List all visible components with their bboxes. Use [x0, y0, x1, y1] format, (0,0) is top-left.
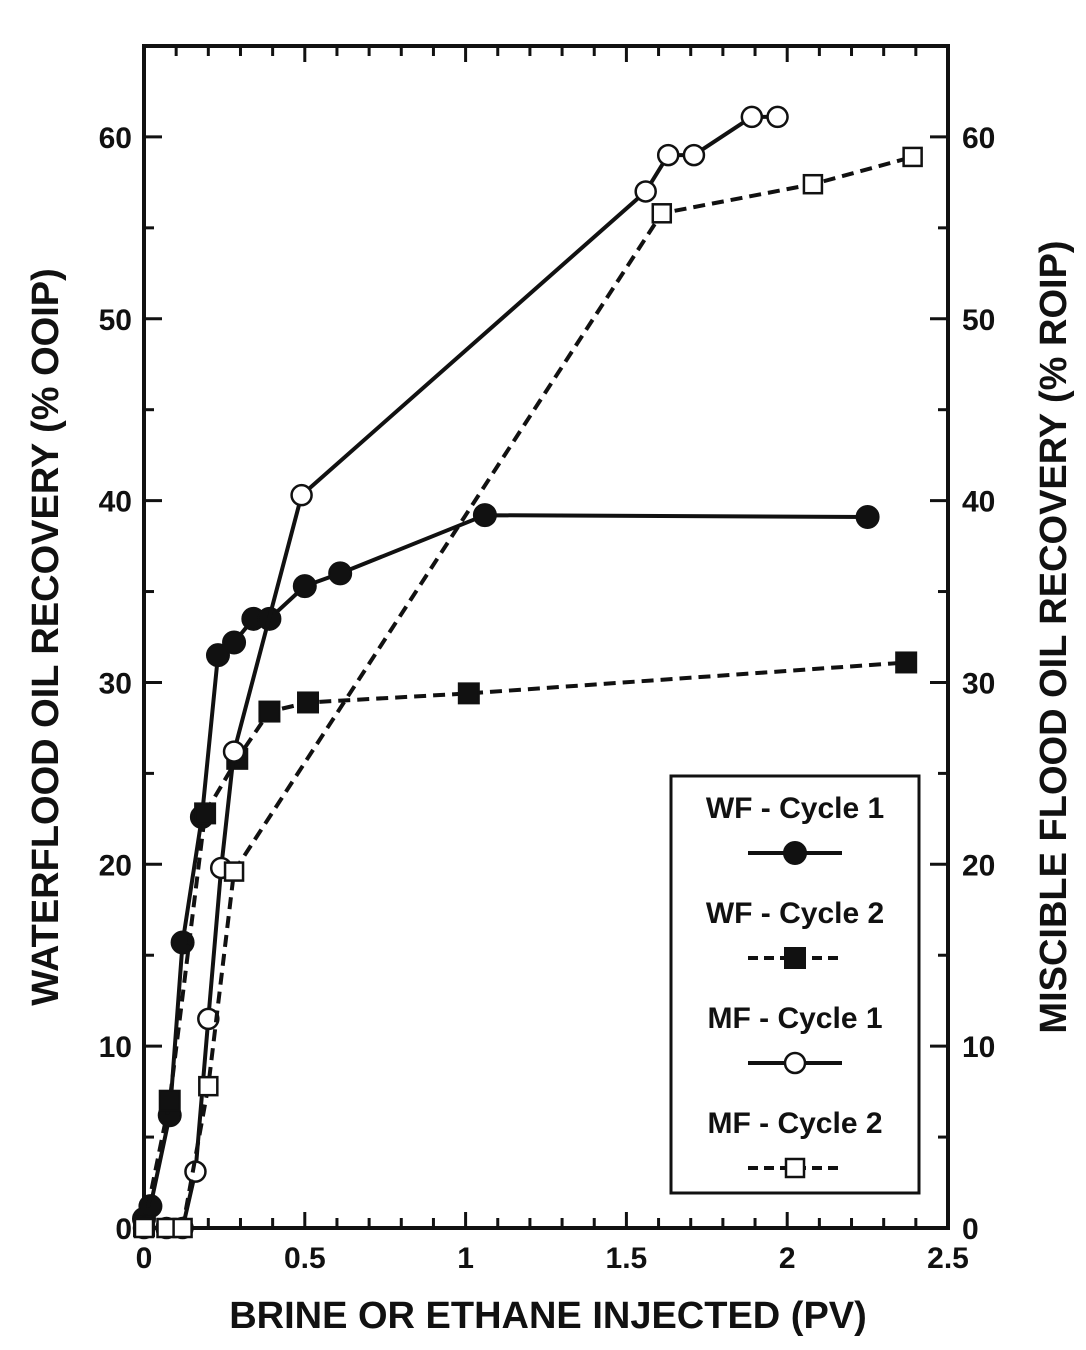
plot-frame	[142, 44, 950, 1230]
y-tick-label: 60	[99, 122, 132, 155]
data-point	[258, 700, 281, 723]
legend-label: WF - Cycle 2	[706, 897, 884, 930]
y2-tick-label: 20	[962, 849, 995, 882]
data-point	[855, 504, 880, 529]
data-point	[194, 802, 217, 825]
y-tick-label: 40	[99, 486, 132, 519]
x-tick-label: 2.5	[927, 1242, 969, 1275]
x-tick-label: 0	[136, 1242, 153, 1275]
series-layer	[132, 105, 923, 1240]
y-tick-label: 0	[115, 1213, 132, 1246]
y2-tick-label: 0	[962, 1213, 979, 1246]
data-point	[783, 1051, 807, 1075]
x-axis-title: BRINE OR ETHANE INJECTED (PV)	[229, 1295, 867, 1337]
data-point	[740, 105, 764, 129]
y2-tick-label: 60	[962, 122, 995, 155]
y-tick-label: 30	[99, 667, 132, 700]
legend-label: MF - Cycle 1	[707, 1002, 882, 1035]
y-axis-title: WATERFLOOD OIL RECOVERY (% OOIP)	[25, 268, 67, 1006]
y2-tick-label: 30	[962, 667, 995, 700]
data-point	[895, 651, 918, 674]
data-point	[766, 105, 789, 129]
data-point	[802, 173, 824, 195]
data-point	[172, 1217, 193, 1239]
x-tick-label: 2	[779, 1242, 796, 1275]
data-point	[297, 691, 320, 714]
y2-tick-label: 50	[962, 304, 995, 337]
y-tick-label: 50	[99, 304, 132, 337]
legend: WF - Cycle 1 WF - Cycle 2 MF - Cycle 1 MF -…	[669, 774, 921, 1195]
legend-label: MF - Cycle 2	[707, 1107, 882, 1140]
data-point	[902, 146, 923, 168]
y-tick-label: 10	[99, 1031, 132, 1064]
x-tick-label: 1.5	[606, 1242, 648, 1275]
series-line	[142, 660, 907, 1227]
x-tick-label: 0.5	[284, 1242, 326, 1275]
data-point	[290, 483, 313, 507]
data-point	[784, 1157, 806, 1179]
data-point	[205, 643, 230, 668]
x-tick-label: 1	[457, 1242, 474, 1275]
data-point	[783, 841, 807, 865]
data-point	[198, 1075, 219, 1097]
data-point	[133, 1217, 155, 1239]
data-point	[158, 1089, 181, 1112]
data-point	[656, 143, 680, 167]
y2-axis-title: MISCIBLE FLOOD OIL RECOVERY (% ROIP)	[1033, 240, 1075, 1033]
data-point	[651, 203, 673, 224]
data-point	[682, 143, 706, 167]
data-point	[634, 180, 657, 203]
y2-tick-label: 10	[962, 1031, 995, 1064]
data-point	[328, 561, 353, 586]
data-point	[292, 574, 317, 599]
data-point	[472, 503, 497, 528]
legend-label: WF - Cycle 1	[706, 792, 884, 825]
series-mf-cycle-2	[133, 146, 923, 1239]
y-tick-label: 20	[99, 849, 132, 882]
data-point	[784, 947, 806, 969]
data-point	[222, 740, 246, 763]
data-point	[222, 630, 247, 655]
data-point	[223, 861, 245, 882]
y2-tick-label: 40	[962, 486, 995, 519]
data-point	[457, 682, 480, 705]
